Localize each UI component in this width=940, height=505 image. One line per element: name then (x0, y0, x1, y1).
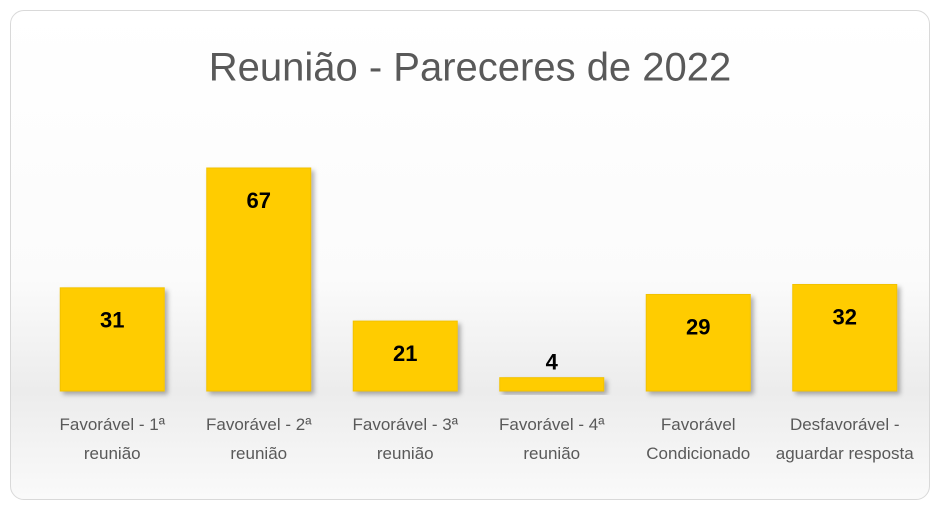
data-label: 67 (247, 188, 271, 213)
bar (206, 167, 312, 392)
bar (59, 287, 165, 392)
bar (499, 377, 605, 392)
bar (645, 293, 751, 392)
data-label: 31 (100, 308, 124, 333)
chart-title: Reunião - Pareceres de 2022 (209, 46, 732, 90)
data-label: 21 (393, 341, 417, 366)
chart-frame (10, 10, 930, 500)
category-label: Favorável - 4ª reunião (499, 415, 605, 463)
category-label: Desfavorável - aguardar resposta (775, 415, 914, 463)
data-label: 32 (833, 304, 857, 329)
category-label: Favorável - 1ª reunião (59, 415, 166, 463)
data-label: 4 (546, 349, 559, 374)
bar (792, 283, 898, 392)
category-label: Favorável - 2ª reunião (206, 415, 312, 463)
category-label: Favorável Condicionado (646, 415, 751, 463)
bar (352, 320, 458, 392)
data-label: 29 (686, 314, 710, 339)
category-label: Favorável - 3ª reunião (352, 415, 459, 463)
